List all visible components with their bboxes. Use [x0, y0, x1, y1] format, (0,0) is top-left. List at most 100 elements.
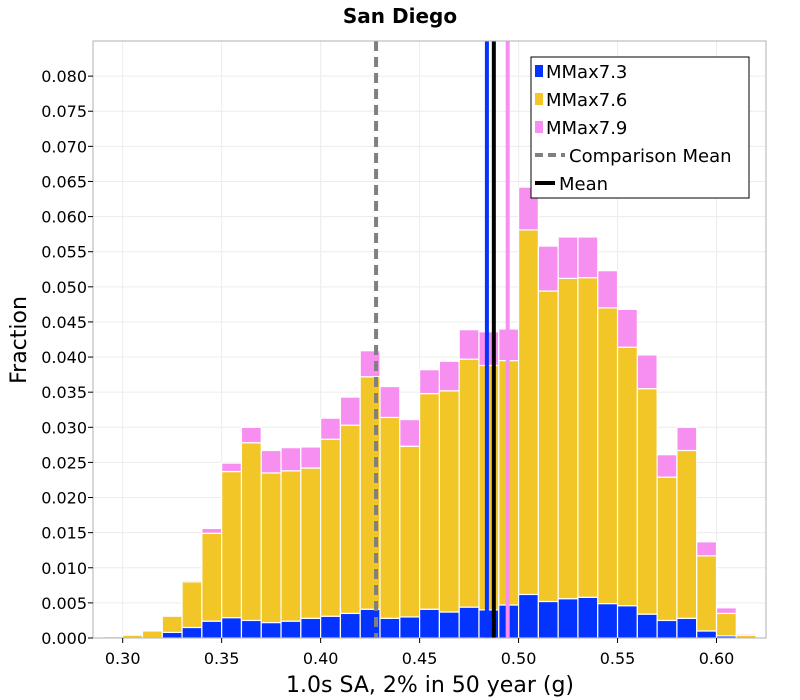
- bar-mmax7-9: [339, 396, 361, 426]
- x-tick-label: 0.30: [105, 649, 141, 668]
- x-tick-label: 0.60: [699, 649, 735, 668]
- bar-mmax7-9: [379, 385, 401, 419]
- y-tick-label: 0.045: [41, 313, 87, 332]
- bar-mmax7-6: [300, 467, 322, 619]
- bar-mmax7-6: [458, 358, 480, 608]
- legend-item-mmax7-6-label: MMax7.6: [546, 90, 627, 111]
- bar-mmax7-9: [458, 329, 480, 360]
- bar-mmax7-6: [696, 555, 718, 632]
- bar-mmax7-3: [221, 617, 243, 639]
- bar-mmax7-3: [458, 606, 480, 639]
- bar-mmax7-9: [636, 354, 658, 390]
- bar-mmax7-9: [240, 426, 262, 444]
- bar-mmax7-3: [577, 596, 599, 639]
- bar-mmax7-9: [656, 454, 678, 478]
- bar-mmax7-9: [537, 245, 559, 292]
- bar-mmax7-9: [320, 417, 342, 440]
- bar-mmax7-6: [280, 470, 302, 622]
- bar-mmax7-9: [221, 462, 243, 473]
- bar-mmax7-6: [557, 277, 579, 600]
- bar-mmax7-9: [399, 418, 421, 447]
- x-tick-label: 0.55: [600, 649, 636, 668]
- bar-mmax7-6: [201, 532, 223, 622]
- y-tick-label: 0.015: [41, 524, 87, 543]
- bar-mmax7-3: [537, 600, 559, 639]
- bar-mmax7-9: [735, 633, 757, 636]
- bar-mmax7-3: [399, 616, 421, 639]
- y-axis: 0.000 0.005 0.010 0.015 0.020 0.025 0.030 0.035…: [41, 67, 93, 648]
- bar-mmax7-3: [636, 613, 658, 639]
- bar-mmax7-3: [280, 620, 302, 639]
- bar-mmax7-9: [715, 607, 737, 615]
- mean-lines: [374, 41, 510, 638]
- bar-mmax7-9: [577, 236, 599, 279]
- bar-mmax7-6: [577, 277, 599, 598]
- bar-mmax7-9: [280, 447, 302, 472]
- bar-mmax7-6: [399, 445, 421, 618]
- bar-mmax7-3: [320, 615, 342, 639]
- y-tick-label: 0.030: [41, 418, 87, 437]
- bar-mmax7-6: [676, 449, 698, 619]
- bar-mmax7-6: [240, 442, 262, 622]
- bar-mmax7-3: [161, 631, 183, 639]
- plot-frame: [92, 40, 767, 639]
- bar-mmax7-3: [438, 611, 460, 639]
- bar-mmax7-3: [300, 617, 322, 639]
- legend-item-mmax7-3-swatch: [535, 65, 543, 77]
- bar-mmax7-9: [419, 369, 440, 395]
- bar-mmax7-6: [537, 290, 559, 603]
- y-tick-label: 0.025: [41, 453, 87, 472]
- x-tick-label: 0.40: [303, 649, 339, 668]
- bar-mmax7-3: [419, 608, 440, 639]
- y-tick-label: 0.055: [41, 243, 87, 262]
- y-tick-label: 0.075: [41, 102, 87, 121]
- y-tick-label: 0.050: [41, 278, 87, 297]
- bar-mmax7-3: [676, 617, 698, 639]
- y-tick-label: 0.060: [41, 208, 87, 227]
- bar-mmax7-9: [201, 527, 223, 534]
- bar-mmax7-6: [656, 476, 678, 622]
- bar-mmax7-9: [438, 360, 460, 392]
- y-tick-label: 0.065: [41, 172, 87, 191]
- bar-mmax7-3: [656, 619, 678, 639]
- bar-mmax7-6: [636, 388, 658, 615]
- bar-mmax7-6: [438, 390, 460, 613]
- legend-item-mmax7-3-label: MMax7.3: [546, 62, 627, 83]
- y-tick-label: 0.080: [41, 67, 87, 86]
- y-tick-label: 0.070: [41, 137, 87, 156]
- y-tick-label: 0.005: [41, 594, 87, 613]
- bar-mmax7-6: [141, 630, 163, 639]
- legend-item-mean-label: Mean: [559, 174, 608, 195]
- bar-mmax7-3: [696, 630, 718, 639]
- bar-mmax7-6: [161, 615, 183, 633]
- plot-border: [92, 40, 767, 639]
- x-tick-label: 0.45: [402, 649, 438, 668]
- bar-mmax7-3: [201, 620, 223, 639]
- bar-mmax7-6: [181, 581, 203, 629]
- x-tick-label: 0.50: [501, 649, 537, 668]
- y-tick-label: 0.035: [41, 383, 87, 402]
- bar-mmax7-6: [616, 346, 638, 607]
- bar-mmax7-9: [300, 446, 322, 469]
- legend-box: [530, 56, 750, 199]
- bar-mmax7-6: [320, 438, 342, 617]
- bar-mmax7-9: [181, 579, 203, 583]
- bar-mmax7-6: [260, 472, 282, 624]
- bar-mmax7-6: [419, 392, 440, 610]
- bar-mmax7-6: [715, 612, 737, 637]
- y-tick-label: 0.020: [41, 489, 87, 508]
- x-tick-label: 0.35: [204, 649, 240, 668]
- bar-mmax7-9: [260, 449, 282, 474]
- legend: MMax7.3 MMax7.6 MMax7.9 Comparison Mean Mean: [530, 56, 750, 199]
- legend-item-mmax7-9-label: MMax7.9: [546, 118, 627, 139]
- bar-mmax7-3: [616, 605, 638, 639]
- bar-mmax7-3: [517, 593, 539, 639]
- y-tick-label: 0.010: [41, 559, 87, 578]
- bar-mmax7-3: [557, 598, 579, 639]
- bar-mmax7-3: [339, 612, 361, 639]
- y-tick-label: 0.000: [41, 629, 87, 648]
- bar-mmax7-9: [676, 426, 698, 452]
- bar-mmax7-3: [260, 621, 282, 639]
- bar-mmax7-9: [696, 541, 718, 557]
